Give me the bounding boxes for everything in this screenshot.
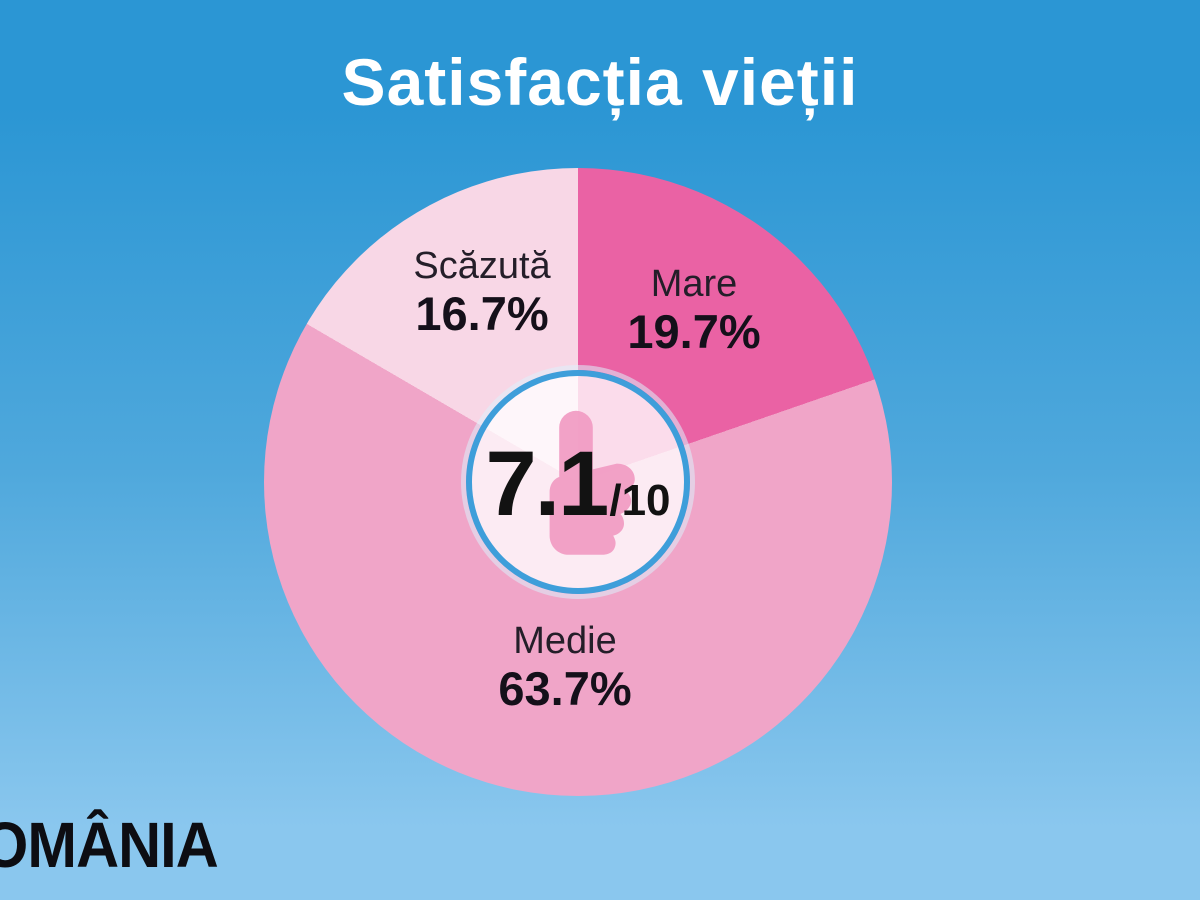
score-value: 7.1	[485, 433, 609, 535]
slice-label-medie: Medie 63.7%	[435, 620, 695, 715]
country-label: ROMÂNIA	[0, 809, 219, 881]
slice-label-scazuta: Scăzută 16.7%	[352, 245, 612, 340]
slice-value: 19.7%	[627, 304, 761, 358]
chart-title: Satisfacția vieții	[341, 45, 859, 119]
pie-center-score-badge: 7.1 /10	[466, 370, 690, 594]
score-text: 7.1 /10	[485, 438, 670, 530]
thumbs-up-icon	[549, 410, 635, 555]
slice-label-mare: Mare 19.7%	[564, 263, 824, 358]
slice-name: Medie	[513, 620, 617, 662]
slice-name: Mare	[650, 263, 738, 305]
score-denominator: /10	[609, 476, 671, 525]
slice-name: Scăzută	[413, 245, 551, 287]
slice-value: 63.7%	[498, 661, 632, 715]
slice-value: 16.7%	[415, 286, 549, 340]
